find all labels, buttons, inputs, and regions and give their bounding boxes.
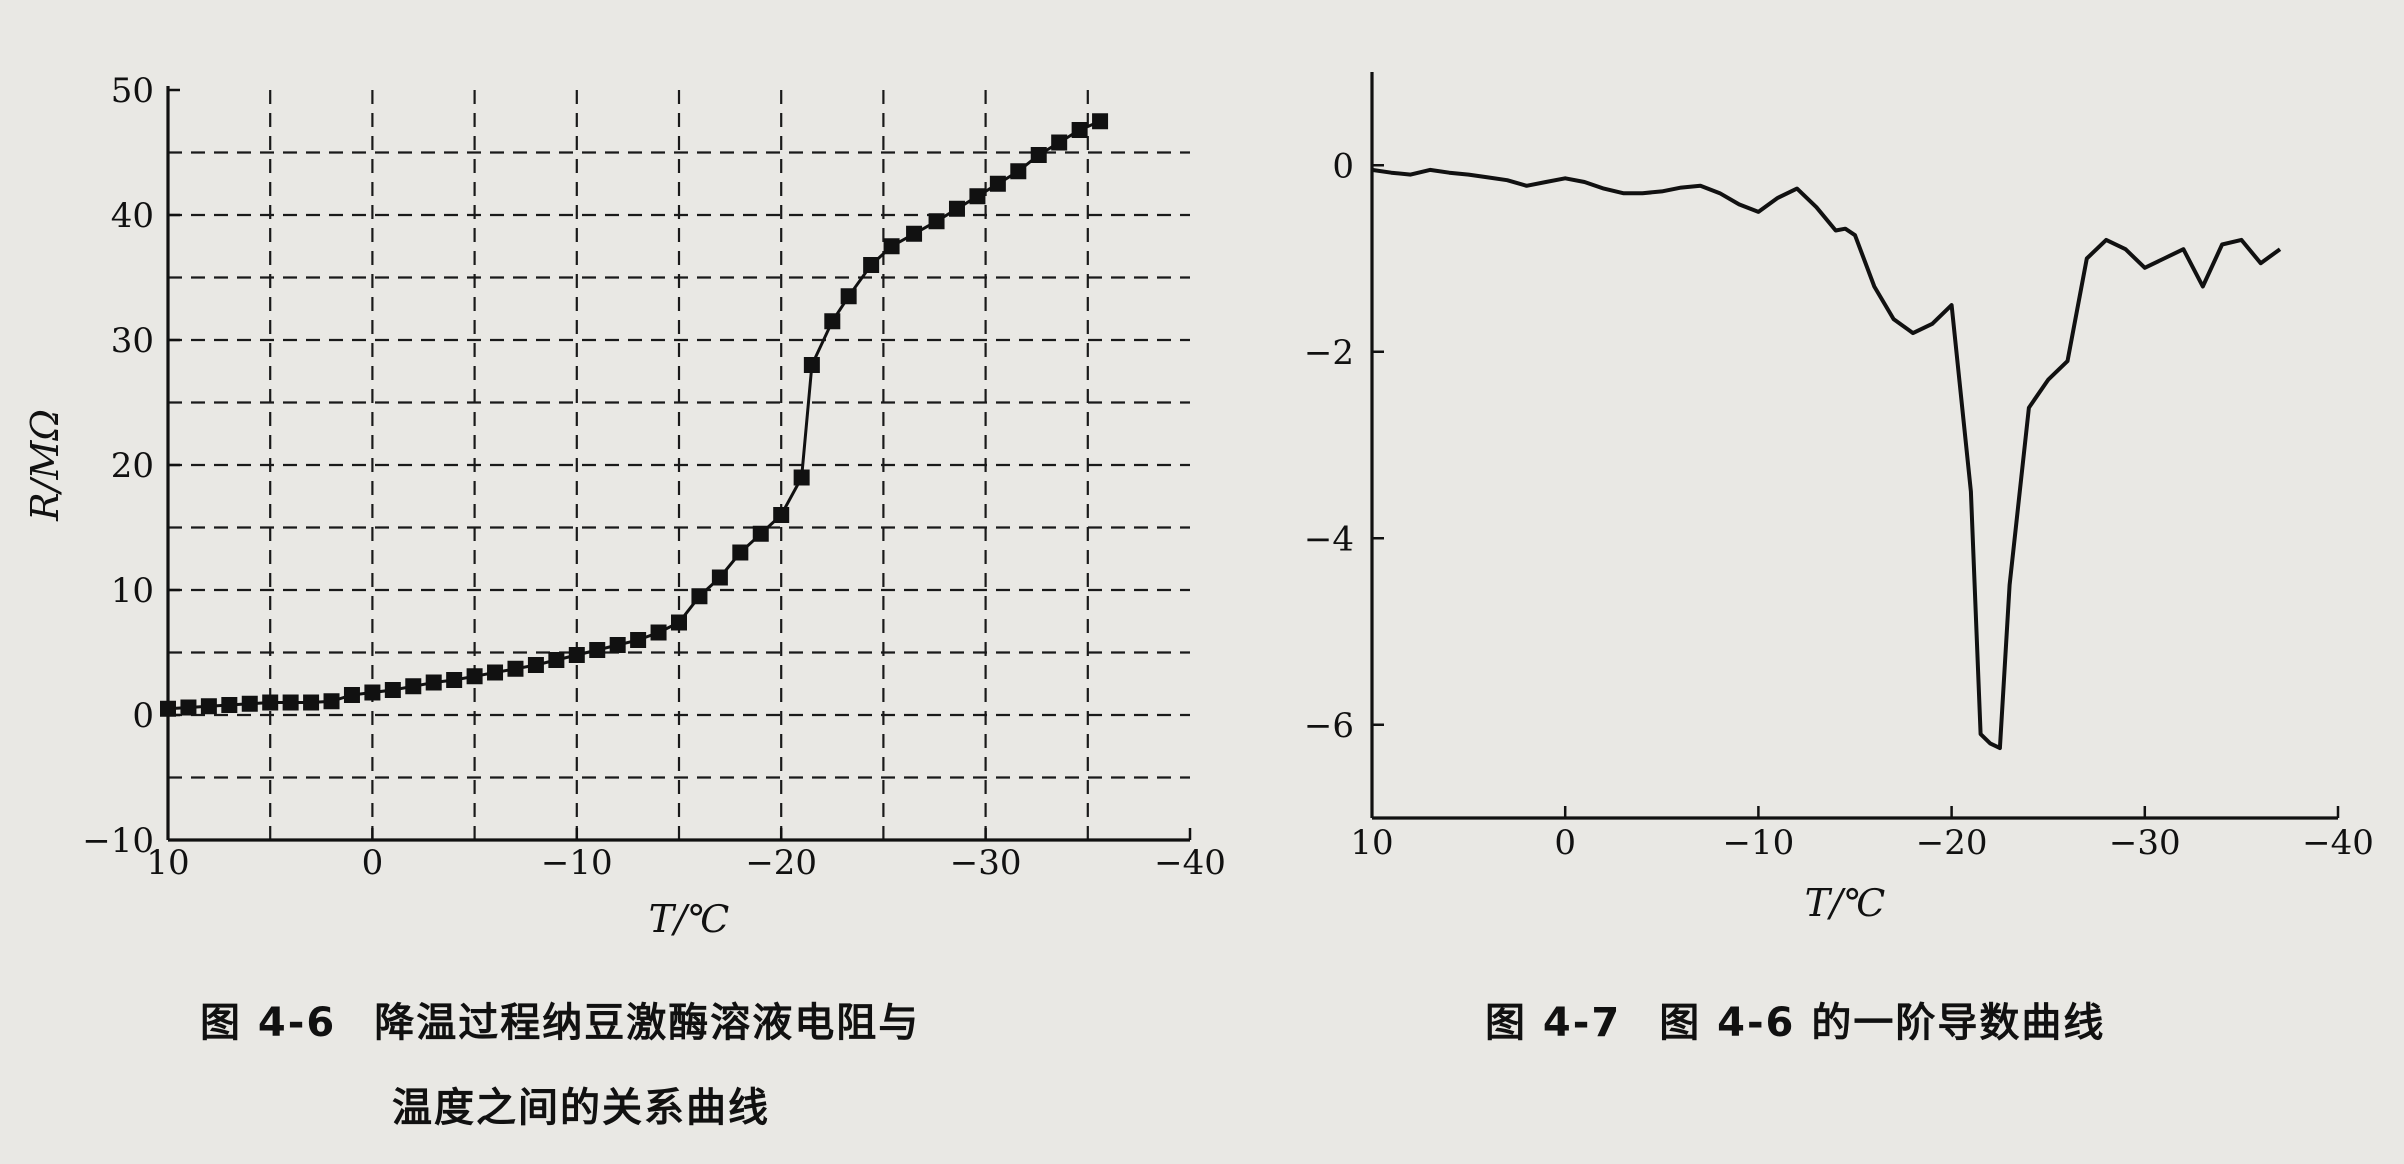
figure-4-6-number: 图 4-6 [200, 1000, 337, 1046]
figure-4-7-number: 图 4-7 [1485, 1000, 1622, 1046]
x-axis-title: T/℃ [1805, 881, 1886, 925]
data-point [568, 647, 585, 663]
x-tick-label: −40 [1154, 843, 1226, 883]
y-tick-label: 40 [111, 196, 154, 236]
data-point [793, 469, 810, 486]
data-point [1092, 113, 1109, 130]
y-axis-title: R/MΩ [23, 409, 67, 522]
x-tick-label: −30 [2109, 823, 2181, 863]
data-point [1030, 147, 1047, 163]
x-axis-title: T/℃ [649, 897, 730, 941]
x-tick-label: −20 [745, 843, 817, 883]
data-point [650, 624, 667, 641]
data-point [928, 213, 945, 230]
data-point [466, 668, 483, 685]
data-point [609, 637, 626, 653]
y-tick-label: −6 [1304, 706, 1354, 746]
data-point [1071, 122, 1088, 138]
derivative-line [1371, 167, 2282, 751]
x-tick-label: −10 [1723, 823, 1795, 863]
y-tick-label: −4 [1304, 519, 1354, 559]
y-tick-label: 20 [111, 446, 154, 486]
data-point [446, 672, 463, 688]
data-point [303, 694, 320, 711]
x-tick-label: 10 [146, 843, 189, 883]
figure-4-6-title: 降温过程纳豆激酶溶液电阻与 [374, 1000, 921, 1046]
data-point [548, 652, 565, 668]
x-tick-label: −10 [541, 843, 613, 883]
data-point [507, 660, 524, 677]
figure-4-6-caption-line2: 温度之间的关系曲线 [392, 1075, 770, 1133]
derivative-series [1371, 167, 2282, 751]
x-tick-label: −30 [950, 843, 1022, 883]
y-tick-label: −10 [82, 821, 154, 861]
data-point [989, 175, 1006, 192]
x-tick-label: −40 [2302, 823, 2374, 863]
data-point [969, 188, 986, 205]
data-point [803, 357, 820, 373]
y-tick-label: 10 [111, 571, 154, 611]
resistance-chart-grid [168, 90, 1190, 840]
data-point [711, 569, 728, 586]
data-point [630, 632, 647, 648]
data-point [773, 507, 790, 523]
data-point [906, 225, 923, 242]
data-point [752, 525, 769, 542]
derivative-chart-tick-labels: 100−10−20−30−400−2−4−6T/℃dR/dT [1304, 146, 2374, 925]
x-tick-label: 10 [1350, 823, 1393, 863]
data-point [323, 693, 340, 710]
derivative-chart: 100−10−20−30−400−2−4−6T/℃dR/dT [1304, 72, 2374, 925]
resistance-chart-tick-labels: 10 0 −10 −20 −30 −40 50 40 30 20 10 0 −10 T/℃ R/MΩ [23, 71, 1226, 941]
data-point [180, 699, 197, 716]
data-point [364, 684, 381, 701]
data-point [425, 674, 442, 691]
data-point [221, 697, 238, 713]
data-point [948, 200, 965, 217]
data-point [589, 642, 606, 658]
data-point [883, 238, 900, 255]
y-tick-label: 30 [111, 321, 154, 361]
data-point [840, 288, 857, 305]
figure-4-7-title: 图 4-6 的一阶导数曲线 [1659, 1000, 2106, 1046]
y-tick-label: 0 [132, 696, 154, 736]
figure-4-6-caption-line1: 图 4-6 降温过程纳豆激酶溶液电阻与 [200, 990, 920, 1048]
y-tick-label: 50 [111, 71, 154, 111]
data-point [487, 664, 504, 681]
data-point [241, 695, 258, 712]
data-point [824, 313, 841, 330]
x-tick-label: 0 [1554, 823, 1576, 863]
data-point [691, 588, 708, 605]
data-point [160, 700, 176, 717]
data-point [1051, 134, 1068, 151]
resistance-chart: 10 0 −10 −20 −30 −40 50 40 30 20 10 0 −10 T/℃ R/MΩ [23, 71, 1226, 941]
data-point [262, 694, 279, 711]
data-point [282, 694, 299, 711]
data-point [405, 678, 422, 695]
data-point [527, 657, 544, 673]
data-point [671, 614, 687, 631]
resistance-series [160, 113, 1109, 717]
derivative-chart-axes [1370, 72, 2340, 820]
data-point [384, 682, 401, 698]
data-point [863, 257, 880, 273]
y-tick-label: −2 [1304, 333, 1354, 373]
x-tick-label: 0 [362, 843, 384, 883]
data-point [200, 698, 217, 715]
y-tick-label: 0 [1332, 146, 1354, 186]
figure-4-7-caption: 图 4-7 图 4-6 的一阶导数曲线 [1485, 990, 2105, 1048]
figure-4-6-title-line2: 温度之间的关系曲线 [392, 1085, 770, 1131]
data-point [1010, 163, 1027, 180]
x-tick-label: −20 [1916, 823, 1988, 863]
data-point [732, 544, 749, 561]
data-point [343, 687, 360, 703]
